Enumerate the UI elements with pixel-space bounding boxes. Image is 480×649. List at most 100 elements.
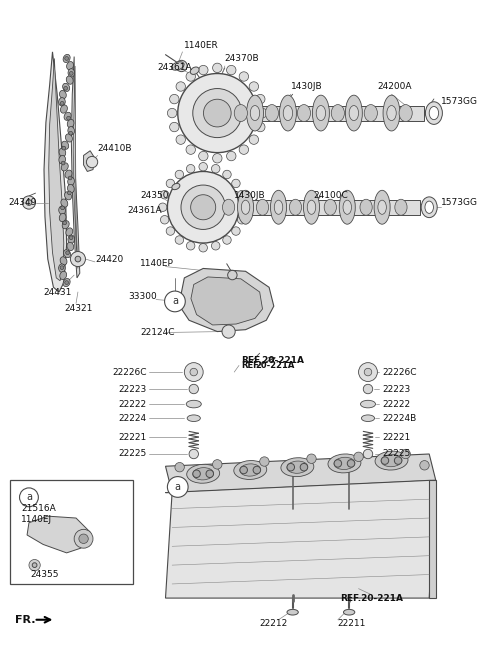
- Ellipse shape: [279, 95, 297, 131]
- Circle shape: [420, 461, 429, 470]
- Ellipse shape: [312, 95, 329, 131]
- Ellipse shape: [60, 257, 67, 265]
- Ellipse shape: [67, 119, 74, 128]
- Polygon shape: [429, 480, 436, 598]
- Circle shape: [71, 252, 85, 267]
- Circle shape: [347, 459, 355, 467]
- Text: 22226C: 22226C: [112, 367, 147, 376]
- Ellipse shape: [67, 242, 74, 251]
- Circle shape: [227, 151, 236, 161]
- Text: 1140ER: 1140ER: [184, 41, 219, 50]
- Circle shape: [69, 236, 73, 239]
- Circle shape: [67, 116, 71, 120]
- Circle shape: [287, 463, 295, 471]
- Circle shape: [213, 63, 222, 73]
- Ellipse shape: [307, 200, 316, 214]
- Circle shape: [191, 195, 216, 220]
- Circle shape: [363, 449, 372, 459]
- Circle shape: [176, 135, 185, 144]
- Ellipse shape: [271, 190, 287, 224]
- Ellipse shape: [234, 104, 247, 121]
- Polygon shape: [44, 52, 67, 292]
- Ellipse shape: [60, 105, 67, 113]
- Circle shape: [168, 171, 239, 243]
- Text: 22221: 22221: [119, 432, 147, 441]
- Text: 24349: 24349: [8, 198, 36, 207]
- Ellipse shape: [193, 468, 214, 480]
- Circle shape: [23, 196, 36, 209]
- Ellipse shape: [190, 67, 199, 75]
- Text: 22223: 22223: [119, 384, 147, 393]
- Ellipse shape: [274, 200, 283, 214]
- Circle shape: [181, 185, 226, 230]
- Ellipse shape: [303, 190, 320, 224]
- Ellipse shape: [425, 201, 433, 214]
- Circle shape: [258, 108, 267, 117]
- Polygon shape: [84, 151, 95, 171]
- Text: a: a: [175, 482, 181, 492]
- Circle shape: [255, 122, 265, 132]
- Ellipse shape: [256, 199, 269, 215]
- Circle shape: [223, 170, 231, 178]
- Ellipse shape: [265, 104, 278, 121]
- Ellipse shape: [187, 415, 200, 421]
- Circle shape: [364, 368, 372, 376]
- Ellipse shape: [383, 95, 400, 131]
- Text: 22225: 22225: [119, 450, 147, 458]
- Ellipse shape: [60, 90, 66, 99]
- Circle shape: [381, 457, 389, 464]
- Circle shape: [79, 534, 88, 543]
- Ellipse shape: [67, 62, 73, 70]
- Polygon shape: [49, 58, 64, 281]
- Ellipse shape: [360, 400, 375, 408]
- Circle shape: [160, 215, 169, 224]
- Text: 24410B: 24410B: [98, 144, 132, 153]
- Polygon shape: [166, 454, 436, 493]
- Circle shape: [240, 466, 247, 474]
- Circle shape: [249, 82, 259, 92]
- Ellipse shape: [172, 184, 180, 190]
- Circle shape: [199, 162, 207, 171]
- Ellipse shape: [281, 458, 314, 476]
- Circle shape: [401, 449, 410, 459]
- Circle shape: [260, 457, 269, 466]
- Text: a: a: [26, 493, 32, 502]
- Ellipse shape: [59, 97, 65, 106]
- Circle shape: [222, 325, 235, 338]
- Ellipse shape: [425, 102, 443, 125]
- Ellipse shape: [378, 200, 386, 214]
- Text: 24350: 24350: [140, 191, 168, 201]
- Circle shape: [190, 368, 198, 376]
- Circle shape: [213, 154, 222, 163]
- Ellipse shape: [334, 458, 355, 469]
- Circle shape: [213, 459, 222, 469]
- Ellipse shape: [361, 415, 374, 421]
- Circle shape: [32, 563, 37, 567]
- Text: 24100C: 24100C: [313, 191, 348, 201]
- Circle shape: [68, 191, 71, 195]
- Text: FR.: FR.: [15, 615, 36, 625]
- Circle shape: [184, 363, 203, 382]
- Text: 1140EJ: 1140EJ: [22, 515, 52, 524]
- Ellipse shape: [360, 199, 372, 215]
- Circle shape: [176, 60, 187, 71]
- Ellipse shape: [324, 199, 336, 215]
- Ellipse shape: [68, 235, 74, 243]
- Text: 22224B: 22224B: [382, 413, 416, 422]
- Ellipse shape: [59, 156, 66, 164]
- Ellipse shape: [399, 104, 412, 121]
- Ellipse shape: [63, 55, 70, 62]
- Circle shape: [69, 131, 72, 135]
- Circle shape: [26, 200, 32, 205]
- Circle shape: [186, 72, 195, 81]
- Text: REF.20-221A: REF.20-221A: [241, 356, 304, 365]
- Ellipse shape: [62, 141, 69, 149]
- Circle shape: [186, 164, 195, 173]
- Circle shape: [29, 559, 40, 570]
- Circle shape: [186, 145, 195, 154]
- Circle shape: [64, 86, 68, 90]
- Circle shape: [168, 108, 177, 117]
- Circle shape: [238, 215, 246, 224]
- Circle shape: [75, 256, 81, 262]
- Bar: [217, 106, 424, 121]
